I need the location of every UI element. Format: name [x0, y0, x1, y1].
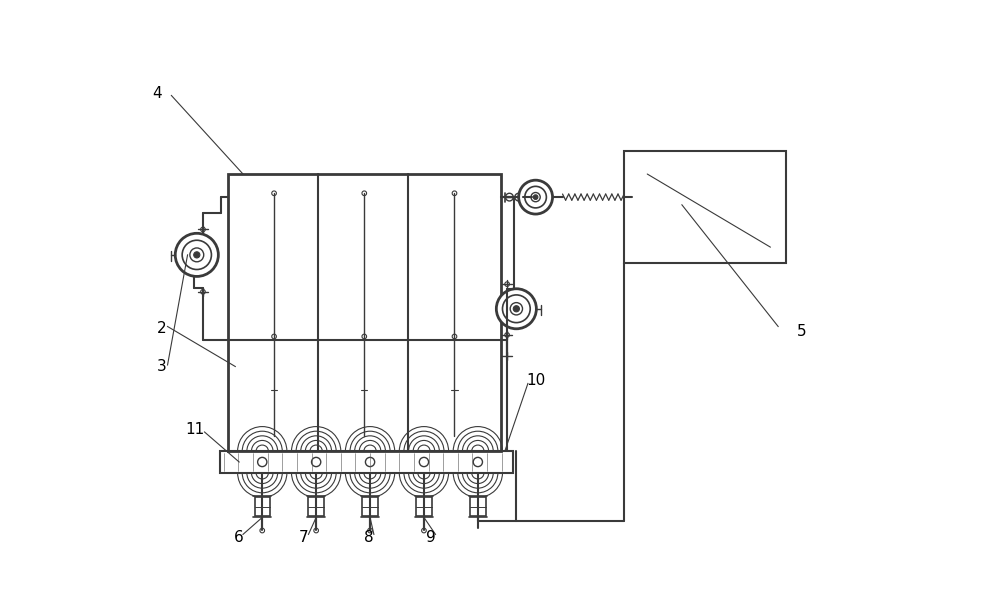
- Circle shape: [505, 333, 509, 337]
- Circle shape: [419, 457, 429, 467]
- Circle shape: [362, 191, 367, 195]
- Bar: [416, 498, 432, 516]
- Circle shape: [452, 191, 457, 195]
- Circle shape: [201, 290, 205, 294]
- Bar: [228, 174, 501, 451]
- Circle shape: [182, 240, 211, 270]
- Text: 10: 10: [526, 373, 545, 388]
- Circle shape: [519, 180, 553, 214]
- Circle shape: [272, 191, 276, 195]
- Circle shape: [496, 289, 536, 329]
- Circle shape: [190, 248, 204, 262]
- Circle shape: [314, 529, 318, 533]
- Text: 3: 3: [157, 359, 167, 374]
- Circle shape: [175, 233, 218, 277]
- Circle shape: [362, 334, 367, 339]
- Text: 7: 7: [299, 530, 309, 545]
- Circle shape: [525, 186, 546, 208]
- Bar: [362, 498, 378, 516]
- Circle shape: [260, 529, 265, 533]
- Bar: [624, 151, 786, 262]
- Circle shape: [505, 282, 509, 286]
- Circle shape: [365, 457, 375, 467]
- Text: 4: 4: [152, 86, 162, 100]
- Circle shape: [506, 193, 513, 201]
- Text: 9: 9: [426, 530, 436, 545]
- Circle shape: [473, 457, 482, 467]
- Bar: [308, 498, 324, 516]
- Circle shape: [194, 252, 200, 258]
- Text: 6: 6: [234, 530, 243, 545]
- Text: 5: 5: [796, 325, 806, 339]
- Circle shape: [515, 193, 523, 201]
- Circle shape: [258, 457, 267, 467]
- Text: 2: 2: [157, 320, 167, 336]
- Circle shape: [368, 529, 372, 533]
- Circle shape: [510, 302, 523, 315]
- Bar: [255, 498, 270, 516]
- Circle shape: [422, 529, 426, 533]
- Circle shape: [502, 295, 530, 323]
- Bar: [470, 498, 486, 516]
- Circle shape: [452, 334, 457, 339]
- Circle shape: [513, 306, 519, 312]
- Circle shape: [533, 195, 538, 200]
- Circle shape: [312, 457, 321, 467]
- Circle shape: [531, 192, 540, 202]
- Text: 11: 11: [185, 422, 204, 437]
- Bar: [220, 451, 512, 473]
- Text: 8: 8: [364, 530, 374, 545]
- Circle shape: [201, 227, 205, 232]
- Circle shape: [272, 334, 276, 339]
